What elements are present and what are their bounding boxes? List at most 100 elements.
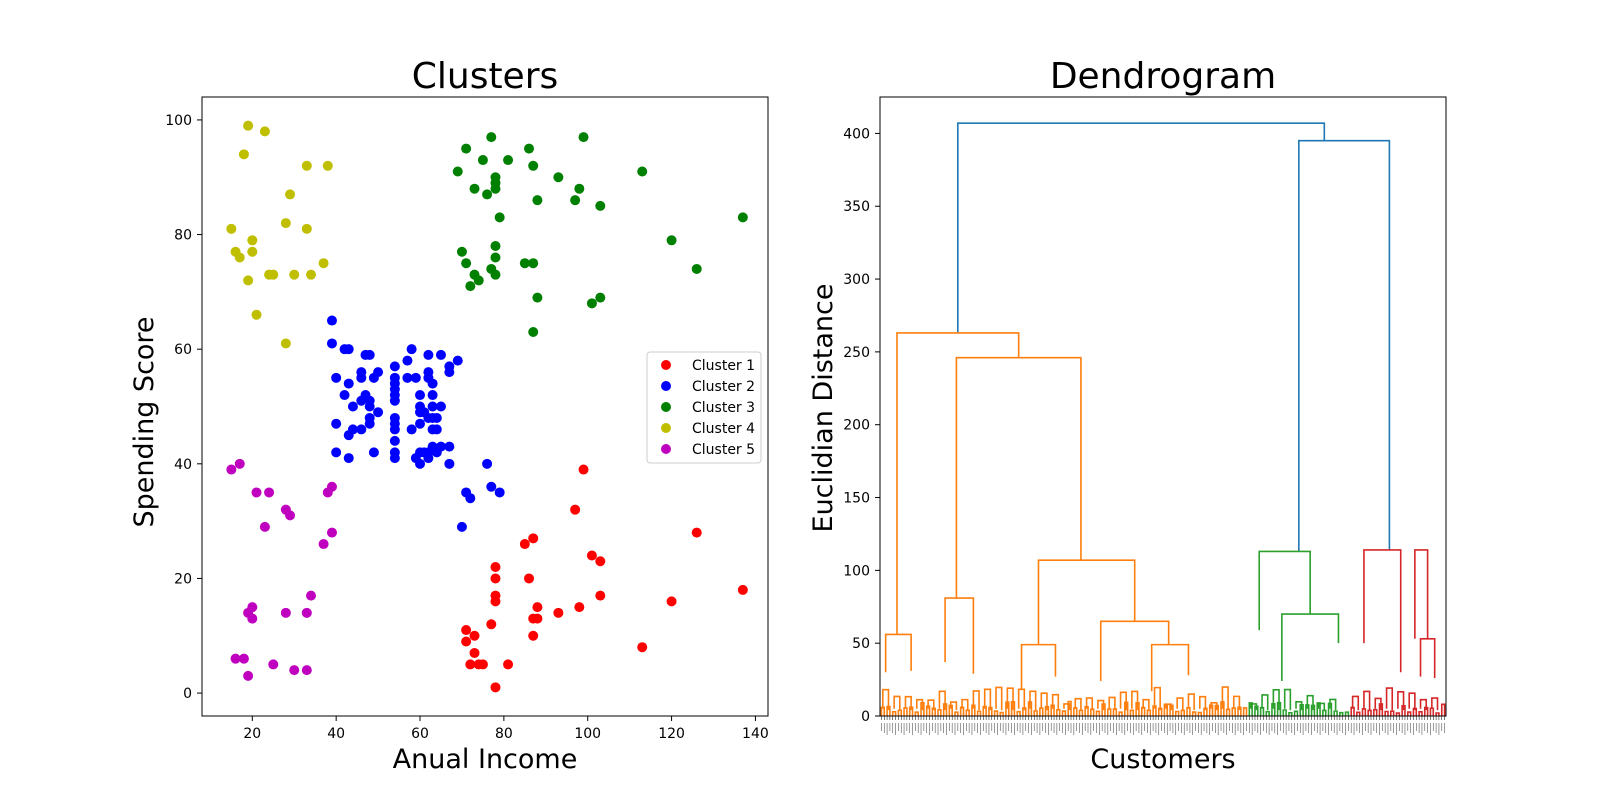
scatter-point-cluster-2	[444, 441, 455, 452]
scatter-point-cluster-5	[238, 653, 249, 664]
scatter-x-tick-label: 20	[243, 726, 261, 742]
scatter-point-cluster-5	[251, 487, 262, 498]
dendrogram-y-tick-label: 300	[843, 272, 870, 288]
scatter-point-cluster-1	[595, 556, 606, 567]
dendrogram-small-merge	[995, 686, 1003, 711]
scatter-point-cluster-5	[268, 659, 279, 670]
dendrogram-small-merge	[1040, 692, 1048, 711]
dendrogram-small-merge	[1261, 694, 1269, 711]
dendrogram-small-merge	[1408, 692, 1416, 711]
scatter-point-cluster-5	[301, 607, 312, 618]
scatter-point-cluster-2	[389, 424, 400, 435]
dendrogram-leaf-merge	[1282, 709, 1287, 716]
scatter-point-cluster-3	[469, 183, 480, 194]
scatter-y-tick-label: 60	[174, 342, 192, 358]
dendrogram-small-merge	[949, 701, 958, 711]
scatter-point-cluster-2	[427, 401, 438, 412]
dendrogram-small-merge	[1283, 688, 1292, 711]
scatter-x-tick-label: 140	[742, 726, 769, 742]
scatter-point-cluster-1	[490, 561, 501, 572]
scatter-point-cluster-4	[280, 218, 291, 229]
scatter-y-tick-label: 100	[165, 113, 192, 129]
scatter-point-cluster-2	[373, 407, 384, 418]
dendrogram-small-merge	[1187, 693, 1195, 711]
scatter-point-cluster-3	[570, 195, 581, 206]
scatter-point-cluster-2	[415, 418, 426, 429]
dendrogram-leaf-merge	[1095, 710, 1101, 716]
scatter-point-cluster-4	[247, 246, 258, 257]
legend-marker-cluster-5	[661, 444, 671, 454]
scatter-point-cluster-5	[247, 602, 258, 613]
scatter-point-cluster-2	[415, 458, 426, 469]
dendrogram-leaf-merge	[1140, 706, 1146, 716]
scatter-point-cluster-1	[519, 539, 530, 550]
dendrogram-small-merge	[1142, 698, 1150, 711]
dendrogram-leaf-merge	[1174, 710, 1180, 716]
dendrogram-small-merge	[1329, 698, 1337, 711]
scatter-point-cluster-2	[435, 441, 446, 452]
scatter-point-cluster-5	[226, 464, 237, 475]
dendrogram-small-merge	[972, 690, 980, 711]
scatter-point-cluster-1	[637, 642, 648, 653]
dendrogram-small-merge	[1097, 699, 1105, 711]
scatter-point-cluster-2	[444, 458, 455, 469]
scatter-point-cluster-3	[524, 143, 535, 154]
dendrogram-small-merge	[1232, 695, 1241, 711]
scatter-point-cluster-2	[444, 367, 455, 378]
scatter-chart: Clusters Anual Income Spending Score 20 4…	[129, 56, 769, 775]
scatter-point-cluster-5	[259, 521, 270, 532]
scatter-point-cluster-3	[528, 160, 539, 171]
dendrogram-y-tick-label: 250	[843, 345, 870, 361]
scatter-point-cluster-2	[435, 349, 446, 360]
scatter-x-tick-label: 120	[658, 726, 685, 742]
scatter-point-cluster-1	[486, 619, 497, 630]
dendrogram-leaf-merge	[937, 708, 942, 716]
dendrogram-leaf-merge	[1107, 708, 1112, 716]
dendrogram-leaf-merge	[999, 711, 1004, 716]
dendrogram-leaf-merge	[1429, 707, 1435, 716]
scatter-point-cluster-4	[280, 338, 291, 349]
scatter-point-cluster-4	[234, 252, 245, 263]
dendrogram-leaf-merge	[954, 711, 959, 716]
scatter-point-cluster-1	[469, 647, 480, 658]
dendrogram-link	[1298, 139, 1391, 552]
scatter-point-cluster-3	[503, 155, 514, 166]
dendrogram-leaf-merge	[1186, 707, 1191, 716]
scatter-point-cluster-2	[423, 367, 434, 378]
scatter-point-cluster-5	[318, 539, 329, 550]
dendrogram-leaf-merge	[1339, 711, 1344, 716]
dendrogram-leaf-merge	[1242, 707, 1248, 716]
scatter-point-cluster-2	[406, 344, 417, 355]
dendrogram-small-merge	[915, 698, 924, 711]
scatter-point-cluster-2	[494, 487, 505, 498]
scatter-point-cluster-3	[691, 263, 702, 274]
scatter-point-cluster-4	[285, 189, 296, 200]
scatter-point-cluster-2	[364, 412, 375, 423]
dendrogram-small-merge	[1074, 697, 1082, 711]
scatter-point-cluster-3	[490, 241, 501, 252]
dendrogram-xlabel: Customers	[1090, 744, 1235, 775]
dendrogram-link	[1414, 549, 1429, 639]
scatter-point-cluster-1	[528, 630, 539, 641]
scatter-point-cluster-1	[461, 625, 472, 636]
dendrogram-link	[1099, 620, 1170, 682]
scatter-point-cluster-2	[343, 344, 354, 355]
scatter-xlabel: Anual Income	[393, 744, 578, 775]
scatter-point-cluster-1	[490, 596, 501, 607]
legend-label-cluster-5: Cluster 5	[692, 442, 755, 458]
scatter-point-cluster-2	[326, 315, 337, 326]
legend-box	[646, 351, 762, 464]
scatter-point-cluster-3	[482, 189, 493, 200]
dendrogram-leaf-merge	[1180, 709, 1186, 716]
scatter-point-cluster-3	[461, 258, 472, 269]
scatter-point-cluster-3	[490, 269, 501, 280]
dendrogram-leaf-merge	[1231, 707, 1236, 716]
dendrogram-leaf-merge	[1078, 709, 1084, 716]
dendrogram-small-merge	[1221, 686, 1229, 711]
scatter-point-cluster-2	[486, 481, 497, 492]
scatter-ylabel: Spending Score	[129, 316, 160, 527]
dendrogram-leaf-merge	[1395, 712, 1401, 716]
dendrogram-link	[884, 633, 912, 673]
dendrogram-small-merge	[1385, 687, 1394, 711]
dendrogram-leaf-merge	[1435, 712, 1440, 716]
